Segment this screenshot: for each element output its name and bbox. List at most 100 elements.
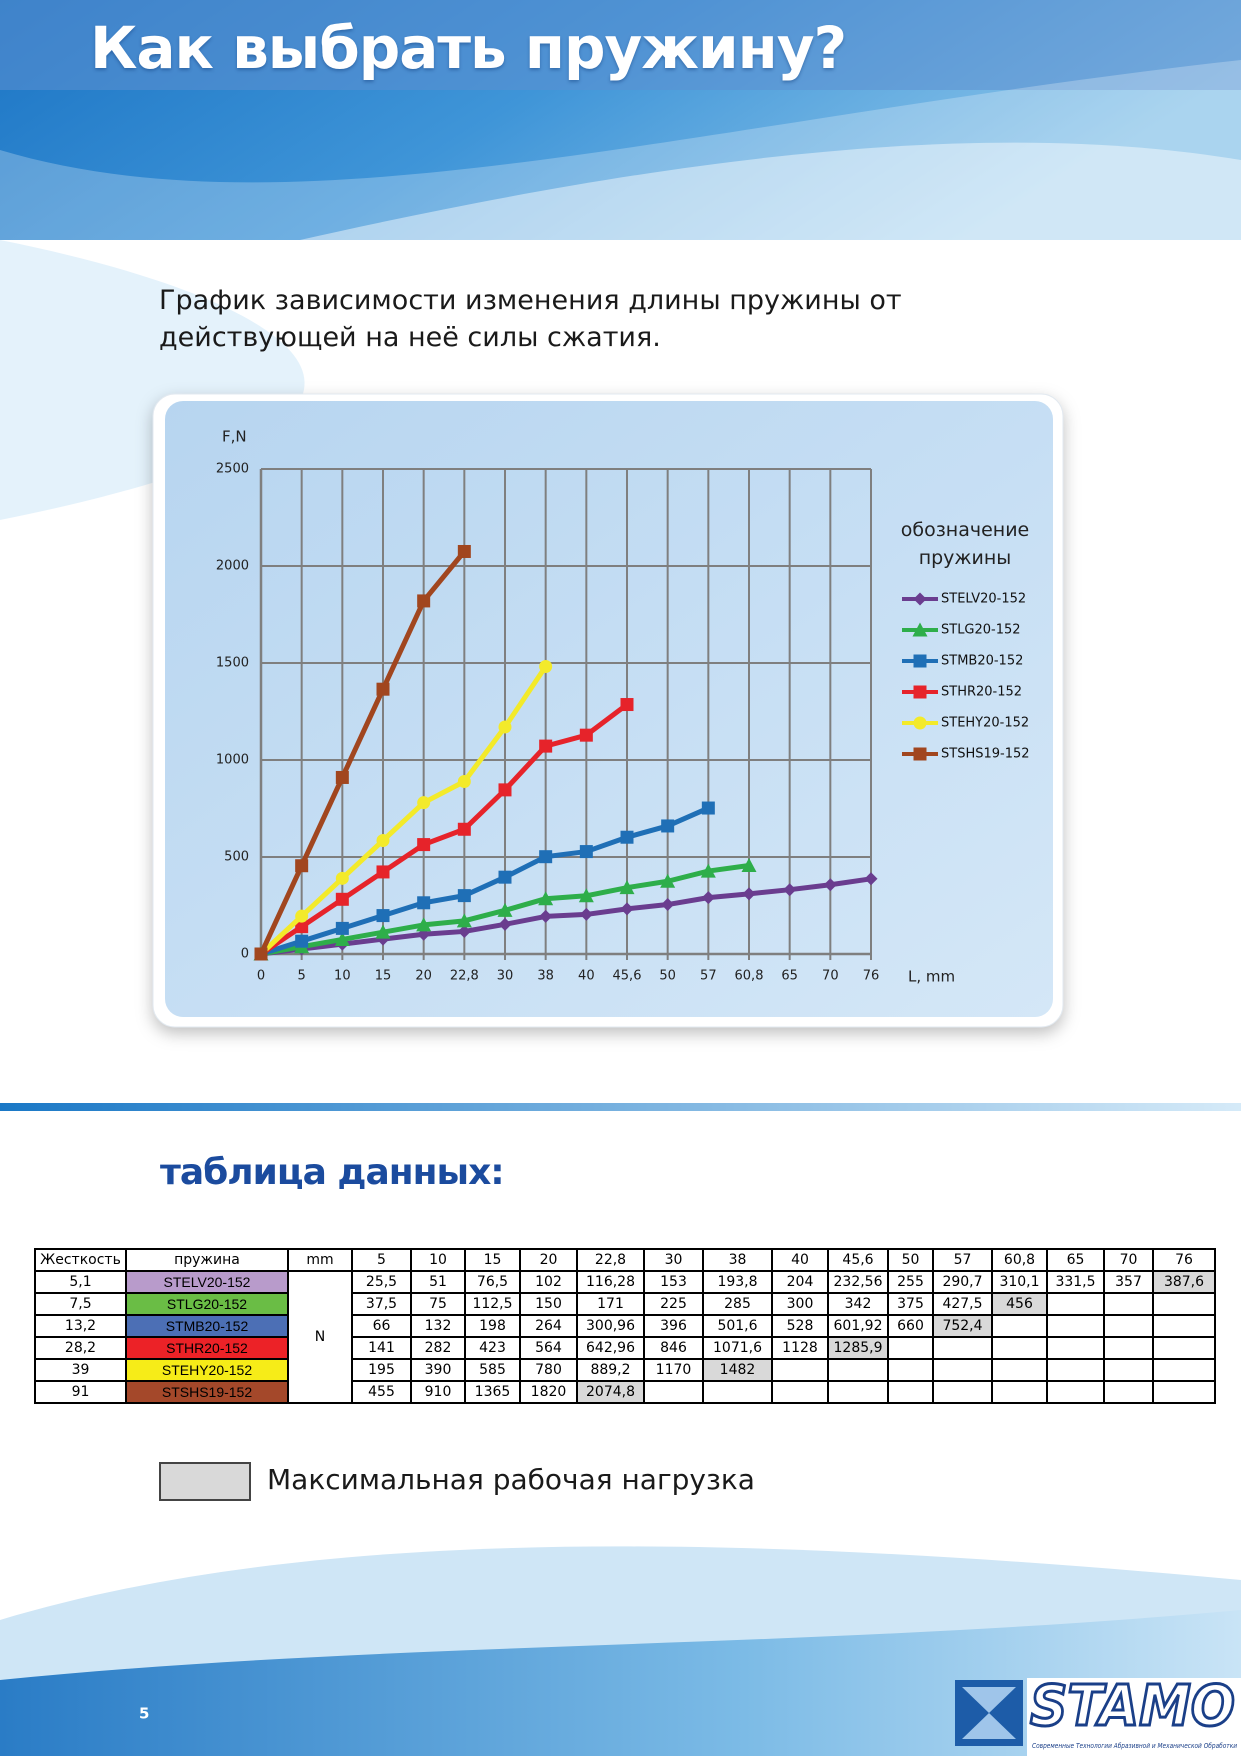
- value-cell: 66: [351, 1314, 412, 1338]
- empty-cell: [1103, 1314, 1154, 1338]
- y-tick-label: 0: [241, 947, 249, 962]
- y-tick-label: 1500: [216, 656, 249, 671]
- marker: [417, 896, 431, 910]
- value-cell: 585: [464, 1358, 521, 1382]
- x-tick-label: 60,8: [735, 969, 764, 984]
- x-tick-label: 57: [700, 969, 717, 984]
- spring-cell: STELV20-152: [125, 1270, 289, 1294]
- value-cell: 116,28: [576, 1270, 645, 1294]
- stiffness-cell: 39: [34, 1358, 127, 1382]
- empty-cell: [1046, 1292, 1105, 1316]
- value-cell: 456: [991, 1292, 1048, 1316]
- empty-cell: [1103, 1380, 1154, 1404]
- header-cell: 60,8: [991, 1248, 1048, 1272]
- marker: [295, 920, 309, 934]
- empty-cell: [932, 1358, 993, 1382]
- table-row: 13,2 STMB20-152 66 132 198 264 300,96 396 501,6 5…: [34, 1314, 1216, 1338]
- y-axis-label: F,N: [222, 428, 247, 446]
- value-cell: 171: [576, 1292, 645, 1316]
- value-cell: 423: [464, 1336, 521, 1360]
- marker: [334, 931, 350, 946]
- marker: [498, 720, 512, 734]
- empty-cell: [1046, 1358, 1105, 1382]
- header-cell: 40: [771, 1248, 829, 1272]
- x-tick-label: 45,6: [613, 969, 642, 984]
- marker: [620, 698, 634, 712]
- marker: [539, 909, 553, 923]
- empty-cell: [991, 1336, 1048, 1360]
- empty-cell: [827, 1358, 889, 1382]
- marker: [416, 917, 432, 932]
- x-tick-label: 22,8: [450, 969, 479, 984]
- y-tick-label: 2500: [216, 462, 249, 477]
- marker: [376, 865, 390, 879]
- x-tick-label: 30: [497, 969, 514, 984]
- empty-cell: [887, 1380, 934, 1404]
- value-cell: 752,4: [932, 1314, 993, 1338]
- empty-cell: [932, 1336, 993, 1360]
- marker: [498, 917, 512, 931]
- header-cell: 22,8: [576, 1248, 645, 1272]
- table-row: 39 STEHY20-152 195 390 585 780 889,2 1170 1482: [34, 1358, 1216, 1382]
- series-line: [258, 549, 467, 956]
- marker: [579, 845, 593, 859]
- spring-cell: STSHS19-152: [125, 1380, 289, 1404]
- marker: [295, 909, 309, 923]
- value-cell: 76,5: [464, 1270, 521, 1294]
- series-line: [260, 876, 872, 957]
- marker: [783, 883, 797, 897]
- header-wave: [300, 142, 1241, 240]
- table-header: Жесткость пружина mm 5 10 15 20 22,8 30 38 40 45,6 5…: [34, 1248, 1216, 1272]
- value-cell: 37,5: [351, 1292, 412, 1316]
- legend-marker: [913, 654, 927, 668]
- value-cell: 342: [827, 1292, 889, 1316]
- marker: [539, 659, 553, 673]
- table-row: 5,1 STELV20-152 N 25,5 51 76,5 102 116,28 153 193…: [34, 1270, 1216, 1404]
- header-cell: 5: [351, 1248, 412, 1272]
- empty-cell: [991, 1380, 1048, 1404]
- marker: [619, 880, 635, 895]
- unit-cell: N: [287, 1270, 353, 1404]
- value-cell: 427,5: [932, 1292, 993, 1316]
- value-cell: 846: [643, 1336, 704, 1360]
- value-cell: 51: [410, 1270, 466, 1294]
- marker: [457, 822, 471, 836]
- stiffness-cell: 28,2: [34, 1336, 127, 1360]
- empty-cell: [1046, 1380, 1105, 1404]
- header-cell: 30: [643, 1248, 704, 1272]
- legend-label: STEHY20-152: [941, 716, 1029, 731]
- marker: [823, 878, 837, 892]
- x-tick-label: 40: [578, 969, 595, 984]
- header-cell: 15: [464, 1248, 521, 1272]
- x-tick-label: 10: [334, 969, 351, 984]
- x-tick-label: 0: [257, 969, 265, 984]
- value-cell: 331,5: [1046, 1270, 1105, 1294]
- value-cell: 132: [410, 1314, 466, 1338]
- value-cell: 601,92: [827, 1314, 889, 1338]
- value-cell: 910: [410, 1380, 466, 1404]
- marker: [498, 870, 512, 884]
- value-cell: 387,6: [1152, 1270, 1216, 1294]
- page-title: Как выбрать пружину?: [90, 14, 847, 82]
- logo-tagline: Современные Технологии Абразивной и Меха…: [1032, 1742, 1237, 1750]
- header-cell: 50: [887, 1248, 934, 1272]
- marker: [660, 873, 676, 888]
- legend-label: STELV20-152: [941, 592, 1026, 607]
- value-cell: 390: [410, 1358, 466, 1382]
- value-cell: 290,7: [932, 1270, 993, 1294]
- empty-cell: [643, 1380, 704, 1404]
- value-cell: 642,96: [576, 1336, 645, 1360]
- value-cell: 564: [519, 1336, 578, 1360]
- marker: [254, 947, 268, 961]
- legend-label: STLG20-152: [941, 623, 1021, 638]
- chart: F,N L, mm 0 500 1000 1500 2000 2500 0 5 10 15 20 22…: [216, 428, 1030, 986]
- x-tick-label: 70: [822, 969, 839, 984]
- value-cell: 204: [771, 1270, 829, 1294]
- header-wave: [0, 60, 1241, 240]
- marker: [335, 871, 349, 885]
- empty-cell: [771, 1380, 829, 1404]
- value-cell: 1170: [643, 1358, 704, 1382]
- legend-marker: [913, 685, 927, 699]
- value-cell: 1820: [519, 1380, 578, 1404]
